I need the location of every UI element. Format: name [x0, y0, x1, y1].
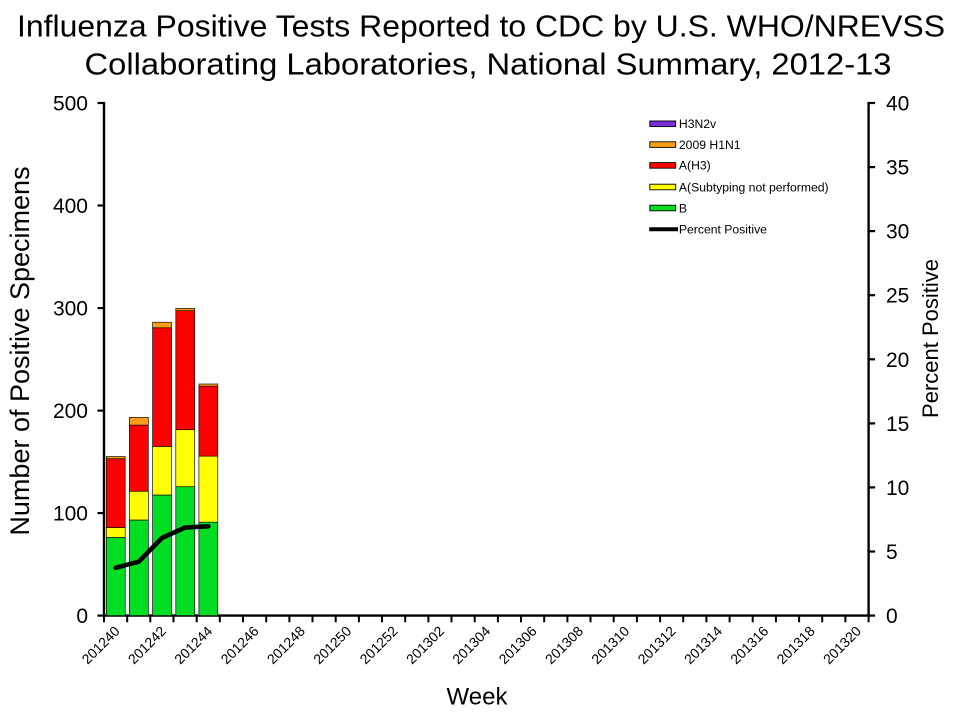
svg-text:0: 0	[886, 605, 898, 628]
svg-text:Number of Positive Specimens: Number of Positive Specimens	[5, 166, 35, 535]
svg-text:20: 20	[886, 349, 909, 372]
svg-text:400: 400	[53, 195, 88, 218]
svg-text:B: B	[679, 201, 687, 215]
svg-text:40: 40	[886, 93, 909, 116]
svg-text:2009 H1N1: 2009 H1N1	[679, 138, 741, 152]
svg-text:Percent Positive: Percent Positive	[679, 223, 767, 237]
svg-text:500: 500	[53, 93, 88, 116]
svg-text:A(H3): A(H3)	[679, 159, 711, 173]
svg-text:Percent Positive: Percent Positive	[918, 259, 943, 418]
svg-text:H3N2v: H3N2v	[679, 117, 717, 131]
svg-text:25: 25	[886, 285, 909, 308]
svg-text:0: 0	[76, 605, 88, 628]
svg-text:200: 200	[53, 400, 88, 423]
svg-text:5: 5	[886, 541, 898, 564]
svg-text:10: 10	[886, 477, 909, 500]
svg-text:Collaborating Laboratories, Na: Collaborating Laboratories, National Sum…	[85, 47, 892, 82]
svg-text:300: 300	[53, 298, 88, 321]
svg-text:Week: Week	[447, 683, 509, 710]
svg-text:100: 100	[53, 503, 88, 526]
svg-text:Influenza Positive Tests Repor: Influenza Positive Tests Reported to CDC…	[17, 9, 945, 44]
svg-text:30: 30	[886, 221, 909, 244]
svg-text:35: 35	[886, 157, 909, 180]
svg-text:A(Subtyping not performed): A(Subtyping not performed)	[679, 180, 829, 194]
svg-text:15: 15	[886, 413, 909, 436]
